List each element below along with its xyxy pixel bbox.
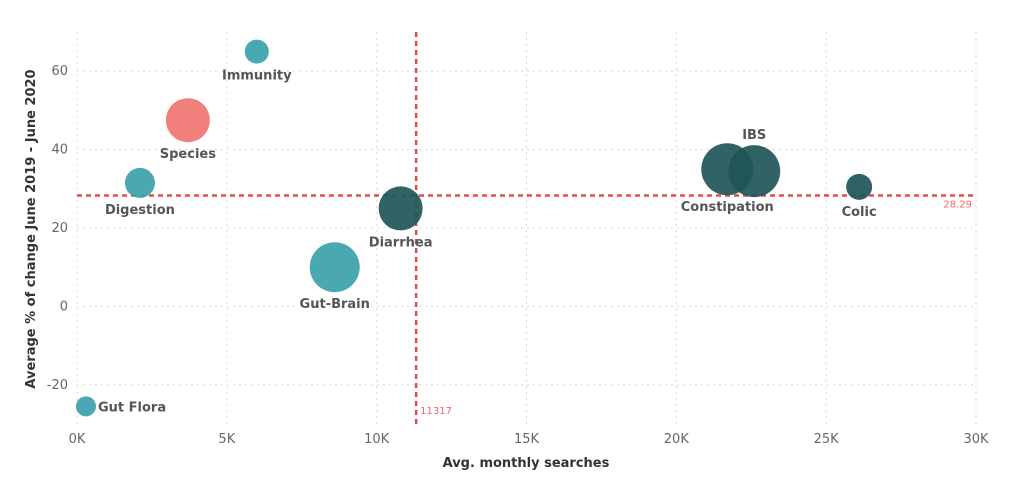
x-tick-label: 15K [514, 432, 540, 447]
bubble-diarrhea [378, 186, 423, 231]
x-tick-label: 30K [963, 432, 989, 447]
bubble-label-constipation: Constipation [681, 200, 774, 215]
bubble-label-gut-flora: Gut Flora [98, 400, 166, 415]
bubble-colic [846, 173, 873, 200]
grid [76, 32, 977, 424]
bubble-immunity [244, 39, 269, 64]
bubble-label-species: Species [160, 147, 216, 162]
x-tick-label: 25K [814, 432, 840, 447]
x-reference-label: 11317 [420, 406, 452, 417]
x-tick-label: 20K [664, 432, 690, 447]
y-tick-label: 40 [51, 143, 68, 158]
bubble-species [165, 98, 210, 143]
y-tick-label: 0 [60, 299, 68, 314]
bubble-gut-brain [309, 242, 360, 293]
y-axis-title: Average % of change June 2019 - June 202… [24, 69, 39, 388]
y-tick-label: -20 [47, 378, 68, 393]
reference-lines: 11317 28.29 [77, 32, 976, 424]
bubble-label-colic: Colic [842, 205, 877, 220]
y-tick-label: 20 [51, 221, 68, 236]
bubble-label-ibs: IBS [742, 128, 766, 143]
axis-ticks: 0K 5K 10K 15K 20K 25K 30K -20 0 20 40 60 [47, 64, 989, 447]
bubble-label-digestion: Digestion [105, 203, 175, 218]
x-tick-label: 0K [69, 432, 86, 447]
bubble-digestion [124, 167, 155, 198]
bubble-label-gut-brain: Gut-Brain [300, 297, 370, 312]
bubble-labels: Immunity Species Digestion Diarrhea Gut-Brai… [98, 69, 877, 416]
bubble-label-diarrhea: Diarrhea [369, 235, 433, 250]
x-tick-label: 10K [364, 432, 390, 447]
y-tick-label: 60 [51, 64, 68, 79]
x-tick-label: 5K [218, 432, 235, 447]
y-reference-label: 28.29 [943, 200, 972, 211]
bubble-ibs [728, 145, 781, 198]
bubble-label-immunity: Immunity [222, 69, 292, 84]
bubbles [75, 39, 873, 417]
bubble-gut-flora [75, 396, 96, 417]
x-axis-title: Avg. monthly searches [443, 456, 610, 471]
